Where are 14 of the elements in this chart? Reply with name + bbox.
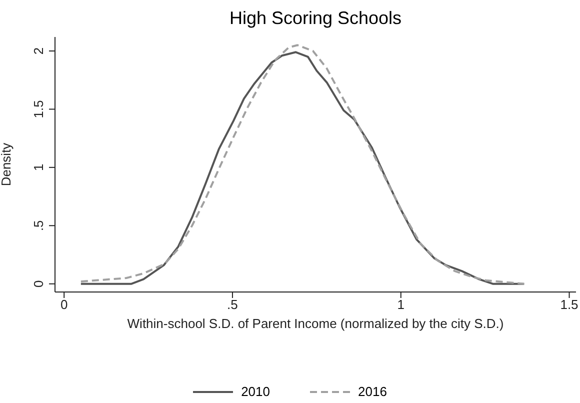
y-tick-label: .5 xyxy=(31,220,46,232)
x-axis-title: Within-school S.D. of Parent Income (normalized by the city S.D.) xyxy=(127,316,504,331)
chart-title: High Scoring Schools xyxy=(228,8,403,29)
y-tick-label: 2 xyxy=(31,47,46,55)
x-tick-label: 0 xyxy=(60,297,68,312)
y-tick-label: 1 xyxy=(31,164,46,172)
legend-label: 2016 xyxy=(358,384,387,399)
y-tick-label: 1.5 xyxy=(31,100,46,118)
y-axis-title: Density xyxy=(0,142,14,186)
y-tick-label: 0 xyxy=(31,280,46,288)
x-tick-label: 1 xyxy=(397,297,404,312)
legend-label: 2010 xyxy=(241,384,270,399)
x-tick-label: 1.5 xyxy=(560,297,578,312)
x-tick-label: .5 xyxy=(227,297,238,312)
